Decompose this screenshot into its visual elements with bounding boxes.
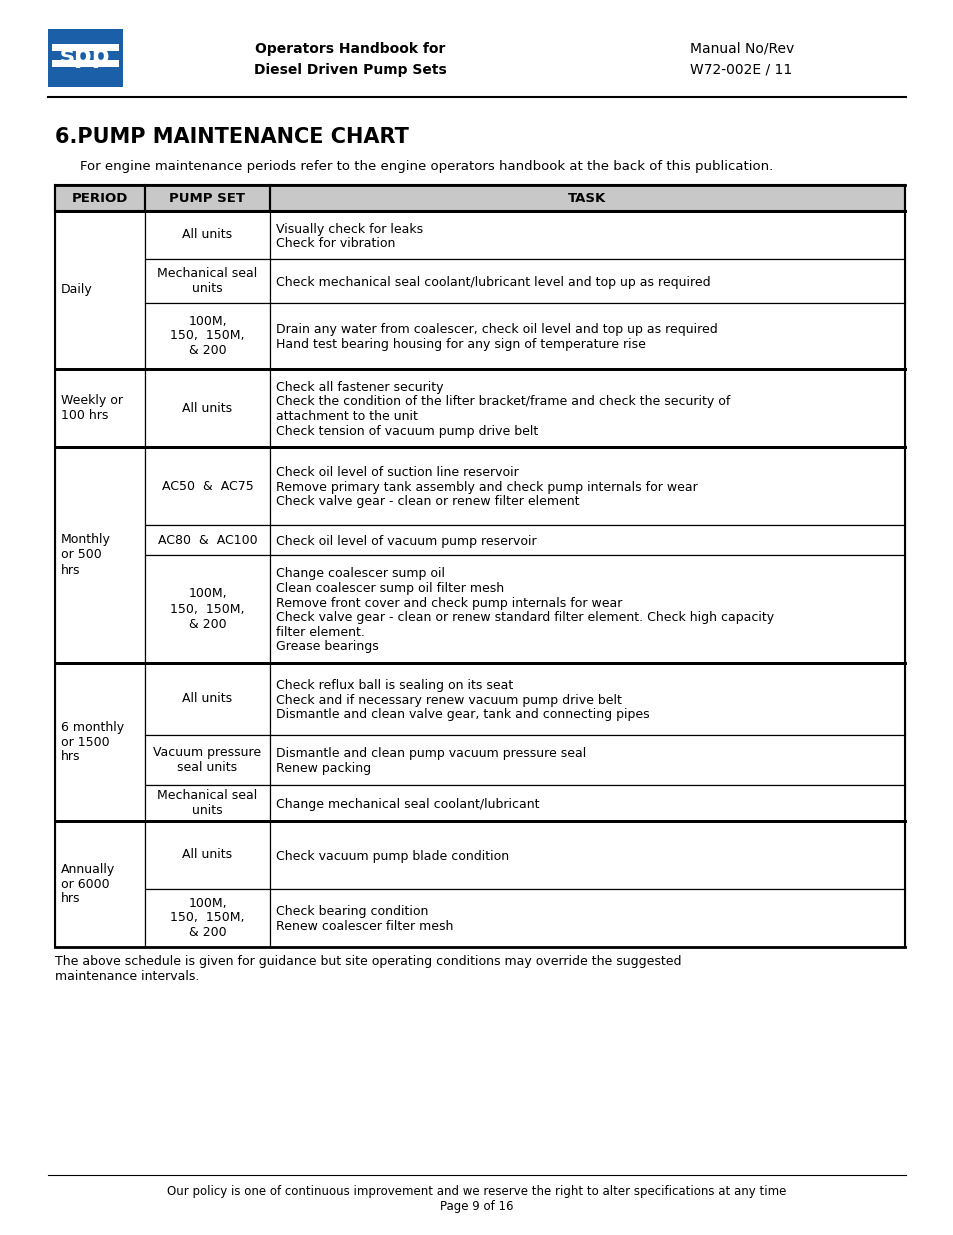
Text: Check oil level of suction line reservoir: Check oil level of suction line reservoi…: [275, 467, 518, 479]
Bar: [270, 663, 904, 735]
Bar: [270, 447, 904, 525]
Text: Renew packing: Renew packing: [275, 762, 371, 776]
Text: 100M,
150,  150M,
& 200: 100M, 150, 150M, & 200: [170, 315, 245, 357]
Bar: [145, 555, 270, 663]
Text: Check mechanical seal coolant/lubricant level and top up as required: Check mechanical seal coolant/lubricant …: [275, 275, 710, 289]
Bar: [145, 889, 270, 947]
Bar: [55, 185, 145, 211]
Text: For engine maintenance periods refer to the engine operators handbook at the bac: For engine maintenance periods refer to …: [80, 161, 773, 173]
Text: Check valve gear - clean or renew standard filter element. Check high capacity: Check valve gear - clean or renew standa…: [275, 611, 773, 624]
Text: Check vacuum pump blade condition: Check vacuum pump blade condition: [275, 850, 509, 863]
Text: Daily: Daily: [61, 284, 92, 296]
Text: TASK: TASK: [568, 191, 606, 205]
Bar: [145, 211, 270, 259]
Text: Weekly or
100 hrs: Weekly or 100 hrs: [61, 394, 123, 422]
Text: Check reflux ball is sealing on its seat: Check reflux ball is sealing on its seat: [275, 679, 513, 693]
Bar: [270, 889, 904, 947]
Text: Change coalescer sump oil: Change coalescer sump oil: [275, 568, 444, 580]
Text: 6.PUMP MAINTENANCE CHART: 6.PUMP MAINTENANCE CHART: [55, 127, 409, 147]
Bar: [270, 211, 904, 259]
Bar: [55, 663, 145, 821]
Text: Dismantle and clean pump vacuum pressure seal: Dismantle and clean pump vacuum pressure…: [275, 747, 586, 761]
Bar: [55, 369, 145, 447]
Text: All units: All units: [182, 693, 233, 705]
Text: Check the condition of the lifter bracket/frame and check the security of: Check the condition of the lifter bracke…: [275, 395, 730, 409]
Text: Vacuum pressure
seal units: Vacuum pressure seal units: [153, 746, 261, 774]
Text: Manual No/Rev
W72-002E / 11: Manual No/Rev W72-002E / 11: [689, 42, 794, 77]
Text: Visually check for leaks: Visually check for leaks: [275, 222, 423, 236]
Bar: [270, 821, 904, 889]
Text: Check for vibration: Check for vibration: [275, 237, 395, 249]
Text: Check valve gear - clean or renew filter element: Check valve gear - clean or renew filter…: [275, 495, 578, 509]
Text: Annually
or 6000
hrs: Annually or 6000 hrs: [61, 862, 115, 905]
Text: filter element.: filter element.: [275, 625, 364, 638]
Bar: [145, 185, 270, 211]
Text: Hand test bearing housing for any sign of temperature rise: Hand test bearing housing for any sign o…: [275, 338, 645, 351]
Text: AC80  &  AC100: AC80 & AC100: [157, 534, 257, 547]
Text: The above schedule is given for guidance but site operating conditions may overr: The above schedule is given for guidance…: [55, 955, 680, 983]
Bar: [145, 821, 270, 889]
Bar: [145, 369, 270, 447]
Text: Check oil level of vacuum pump reservoir: Check oil level of vacuum pump reservoir: [275, 535, 536, 548]
Text: Remove primary tank assembly and check pump internals for wear: Remove primary tank assembly and check p…: [275, 480, 697, 494]
Bar: [145, 303, 270, 369]
Bar: [145, 735, 270, 785]
Text: Operators Handbook for
Diesel Driven Pump Sets: Operators Handbook for Diesel Driven Pum…: [253, 42, 446, 77]
Text: Dismantle and clean valve gear, tank and connecting pipes: Dismantle and clean valve gear, tank and…: [275, 708, 649, 721]
Text: Renew coalescer filter mesh: Renew coalescer filter mesh: [275, 920, 453, 932]
Bar: [270, 525, 904, 555]
Bar: [270, 259, 904, 303]
Text: AC50  &  AC75: AC50 & AC75: [161, 479, 253, 493]
Bar: [145, 525, 270, 555]
Bar: [52, 44, 119, 51]
Bar: [145, 663, 270, 735]
Bar: [145, 447, 270, 525]
Text: PERIOD: PERIOD: [71, 191, 128, 205]
Text: Monthly
or 500
hrs: Monthly or 500 hrs: [61, 534, 111, 577]
Text: attachment to the unit: attachment to the unit: [275, 410, 417, 424]
Text: Change mechanical seal coolant/lubricant: Change mechanical seal coolant/lubricant: [275, 798, 539, 810]
Text: All units: All units: [182, 848, 233, 862]
Bar: [55, 211, 145, 369]
Text: Our policy is one of continuous improvement and we reserve the right to alter sp: Our policy is one of continuous improvem…: [167, 1186, 786, 1213]
Bar: [48, 28, 123, 86]
Text: Mechanical seal
units: Mechanical seal units: [157, 267, 257, 295]
Bar: [55, 447, 145, 663]
Text: PUMP SET: PUMP SET: [170, 191, 245, 205]
Text: 6 monthly
or 1500
hrs: 6 monthly or 1500 hrs: [61, 720, 124, 763]
Bar: [270, 185, 904, 211]
Bar: [270, 555, 904, 663]
Text: Clean coalescer sump oil filter mesh: Clean coalescer sump oil filter mesh: [275, 582, 503, 595]
Text: Check all fastener security: Check all fastener security: [275, 382, 443, 394]
Text: 100M,
150,  150M,
& 200: 100M, 150, 150M, & 200: [170, 897, 245, 940]
Bar: [145, 259, 270, 303]
Bar: [52, 59, 119, 67]
Text: Check bearing condition: Check bearing condition: [275, 905, 428, 919]
Text: Remove front cover and check pump internals for wear: Remove front cover and check pump intern…: [275, 597, 621, 610]
Bar: [270, 303, 904, 369]
Bar: [145, 785, 270, 821]
Bar: [270, 369, 904, 447]
Bar: [270, 785, 904, 821]
Text: Check tension of vacuum pump drive belt: Check tension of vacuum pump drive belt: [275, 425, 537, 437]
Text: All units: All units: [182, 401, 233, 415]
Text: spp: spp: [60, 44, 111, 68]
Text: Drain any water from coalescer, check oil level and top up as required: Drain any water from coalescer, check oi…: [275, 324, 717, 336]
Bar: [55, 821, 145, 947]
Text: Grease bearings: Grease bearings: [275, 640, 378, 653]
Text: Check and if necessary renew vacuum pump drive belt: Check and if necessary renew vacuum pump…: [275, 694, 621, 706]
Bar: [270, 735, 904, 785]
Text: Mechanical seal
units: Mechanical seal units: [157, 789, 257, 818]
Text: All units: All units: [182, 228, 233, 242]
Text: 100M,
150,  150M,
& 200: 100M, 150, 150M, & 200: [170, 588, 245, 631]
